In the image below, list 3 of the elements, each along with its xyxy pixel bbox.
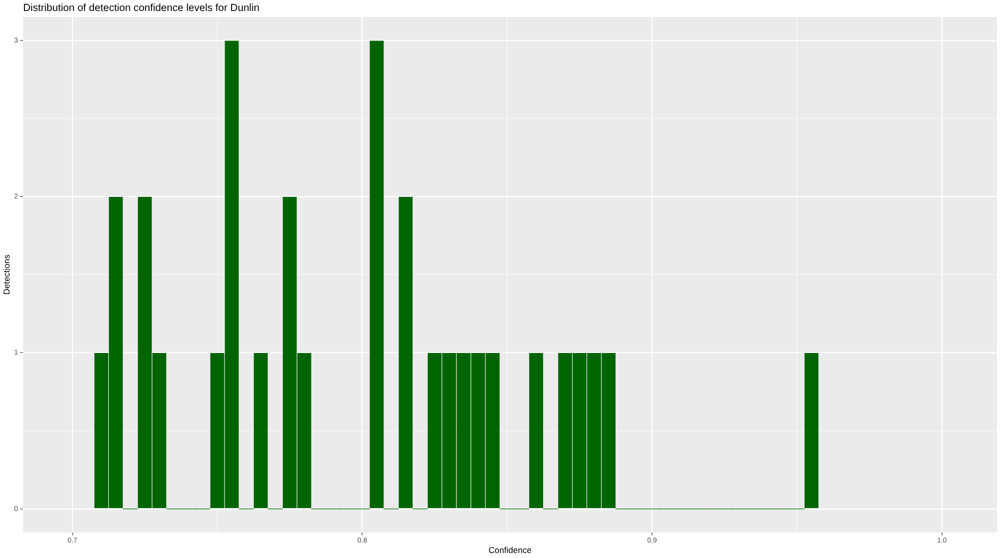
y-axis-title: Detections — [1, 254, 12, 295]
x-axis-title: Confidence — [488, 545, 532, 556]
chart-title: Distribution of detection confidence levels for Dunlin — [23, 2, 260, 14]
